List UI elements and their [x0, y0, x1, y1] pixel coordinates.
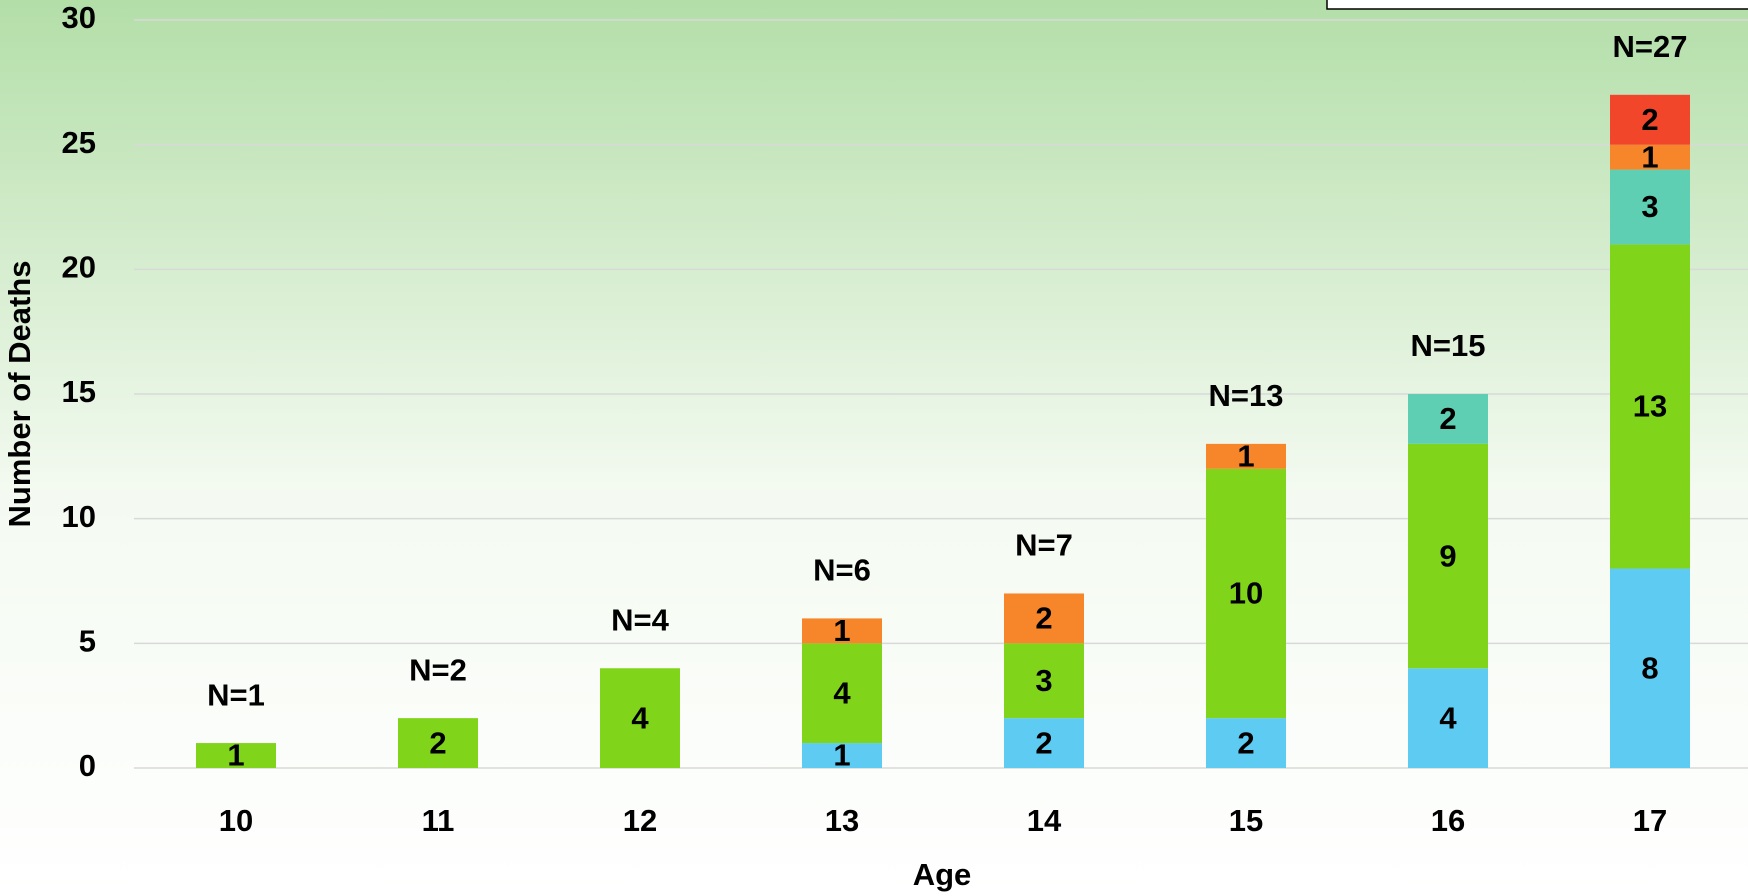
y-tick-label: 25 [62, 125, 96, 160]
bar-segment [1004, 643, 1084, 719]
x-tick-label: 14 [1027, 803, 1062, 838]
y-tick-label: 20 [62, 250, 96, 285]
data-label: 13 [1633, 389, 1667, 424]
x-tick-label: 11 [422, 803, 455, 838]
data-label: 1 [1641, 139, 1658, 174]
bar-segment [1408, 668, 1488, 768]
data-label: 9 [1439, 538, 1456, 573]
bar-segment [1408, 443, 1488, 669]
bar-segment [1610, 94, 1690, 145]
total-label: N=4 [611, 602, 669, 637]
legend-box [1326, 0, 1748, 10]
total-label: N=1 [207, 677, 265, 712]
y-tick-label: 30 [62, 0, 96, 35]
y-tick-label: 5 [79, 624, 96, 659]
total-label: N=15 [1411, 328, 1486, 363]
bar-segment [802, 743, 882, 768]
bar-segment [1206, 468, 1286, 719]
data-label: 4 [631, 700, 649, 735]
x-tick-label: 12 [623, 803, 657, 838]
bar-segment [802, 643, 882, 744]
bar-segment [1610, 144, 1690, 170]
y-tick-label: 10 [62, 499, 96, 534]
bar-segment [1004, 593, 1084, 644]
y-tick-label: 15 [62, 374, 96, 409]
x-tick-label: 10 [219, 803, 253, 838]
data-label: 2 [1035, 725, 1052, 760]
bar-segment [600, 668, 680, 768]
x-axis-label: Age [913, 857, 972, 892]
bar-segment [398, 718, 478, 768]
data-label: 2 [1439, 401, 1456, 436]
total-label: N=7 [1015, 528, 1073, 563]
data-label: 4 [1439, 700, 1457, 735]
bar-segment [1206, 443, 1286, 469]
data-label: 2 [1035, 601, 1052, 636]
data-label: 1 [1237, 439, 1254, 474]
bar-segment [1408, 394, 1488, 444]
data-label: 4 [833, 675, 851, 710]
total-label: N=6 [813, 553, 871, 588]
bar-segment [1610, 169, 1690, 245]
data-label: 1 [833, 738, 850, 773]
data-label: 10 [1229, 576, 1263, 611]
x-tick-label: 13 [825, 803, 859, 838]
total-label: N=2 [409, 652, 467, 687]
x-tick-label: 17 [1633, 803, 1667, 838]
total-label: N=27 [1613, 29, 1688, 64]
x-tick-label: 15 [1229, 803, 1263, 838]
bar-segment [1004, 718, 1084, 768]
bar-segment [196, 743, 276, 768]
x-tick-label: 16 [1431, 803, 1465, 838]
data-label: 3 [1641, 189, 1658, 224]
y-tick-label: 0 [79, 748, 96, 783]
data-label: 8 [1641, 650, 1658, 685]
data-label: 2 [429, 725, 446, 760]
data-label: 2 [1237, 725, 1254, 760]
y-axis-label: Number of Deaths [2, 261, 37, 528]
bar-segment [802, 618, 882, 644]
data-label: 2 [1641, 102, 1658, 137]
data-label: 1 [227, 738, 244, 773]
bar-segment [1610, 568, 1690, 768]
data-label: 3 [1035, 663, 1052, 698]
total-label: N=13 [1209, 378, 1284, 413]
bar-segment [1610, 244, 1690, 569]
bar-segment [1206, 718, 1286, 768]
data-label: 1 [833, 613, 850, 648]
